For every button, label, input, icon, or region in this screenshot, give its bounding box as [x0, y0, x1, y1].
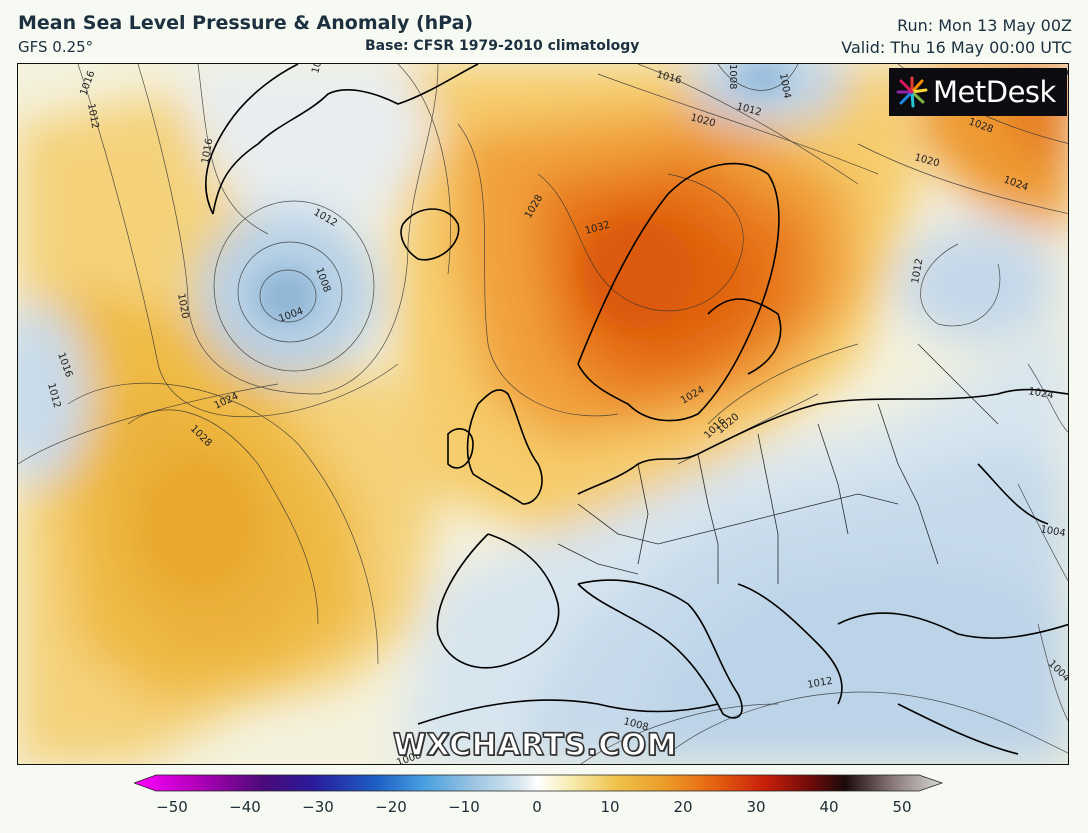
isobar-label: 1004	[777, 73, 792, 100]
isobar-label: 1012	[910, 258, 925, 285]
colorbar-tick-label: −30	[302, 798, 334, 816]
anomaly-colorbar	[134, 774, 944, 792]
isobar-label: 1024	[1027, 386, 1054, 401]
isobar-label: 1004	[1039, 524, 1066, 539]
colorbar-tick-label: 50	[892, 798, 912, 816]
isobar-lines	[18, 64, 1068, 764]
chart-title: Mean Sea Level Pressure & Anomaly (hPa)	[18, 12, 474, 34]
isobar-label: 1012	[85, 103, 100, 130]
scandinavia-coast	[577, 162, 780, 422]
colorbar-tick-label: 40	[819, 798, 839, 816]
wxcharts-watermark: WXCHARTS.COM	[392, 727, 678, 764]
colorbar-tick-label: 0	[532, 798, 542, 816]
isobar-label: 1020	[175, 293, 190, 320]
metdesk-starburst-icon	[896, 76, 928, 108]
iceland-coast	[400, 208, 460, 261]
metdesk-logo: MetDesk	[889, 68, 1067, 116]
british-isles-coast	[466, 389, 543, 505]
colorbar-tick-label: 10	[600, 798, 620, 816]
colorbar-tick-label: −40	[229, 798, 261, 816]
isobar-label: 1012	[807, 676, 834, 691]
turkey-coast	[837, 612, 1068, 639]
model-label: GFS 0.25°	[18, 38, 94, 56]
anomaly-cores	[138, 64, 791, 594]
colorbar-tick-label: −20	[375, 798, 407, 816]
italy-coast	[577, 579, 743, 719]
isobar-label: 1012	[310, 64, 327, 75]
valid-time-label: Valid: Thu 16 May 00:00 UTC	[841, 38, 1072, 57]
ireland-coast	[447, 428, 474, 469]
run-label: Run: Mon 13 May 00Z	[897, 16, 1072, 35]
greenland-coast	[212, 64, 479, 215]
isobar-label: 1008	[727, 64, 738, 89]
map-canvas: 1016 1012 1016 1012 1020 1016 1012 1008 …	[18, 64, 1068, 764]
isobar-label: 1016	[200, 138, 215, 165]
pressure-anomaly-map[interactable]: 1016 1012 1016 1012 1020 1016 1012 1008 …	[17, 63, 1069, 765]
gulf-bothnia-coast	[707, 298, 782, 375]
colorbar-tick-label: 30	[746, 798, 766, 816]
colorbar-tick-label: −10	[448, 798, 480, 816]
country-borders	[557, 343, 999, 584]
metdesk-logo-text: MetDesk	[933, 75, 1056, 109]
colorbar-tick-label: 20	[673, 798, 693, 816]
iberia-coast	[436, 533, 560, 669]
colorbar-tick-label: −50	[156, 798, 188, 816]
base-climatology-label: Base: CFSR 1979-2010 climatology	[365, 38, 640, 54]
anomaly-shading	[18, 64, 1068, 764]
